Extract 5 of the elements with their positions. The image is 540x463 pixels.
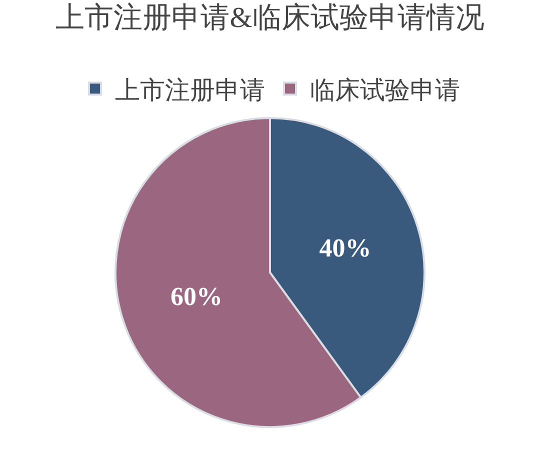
legend-label: 临床试验申请 — [310, 76, 460, 104]
chart-title: 上市注册申请&临床试验申请情况 — [56, 2, 484, 34]
data-label: 60% — [170, 282, 223, 311]
data-label: 40% — [319, 234, 372, 263]
legend-label: 上市注册申请 — [115, 76, 265, 104]
